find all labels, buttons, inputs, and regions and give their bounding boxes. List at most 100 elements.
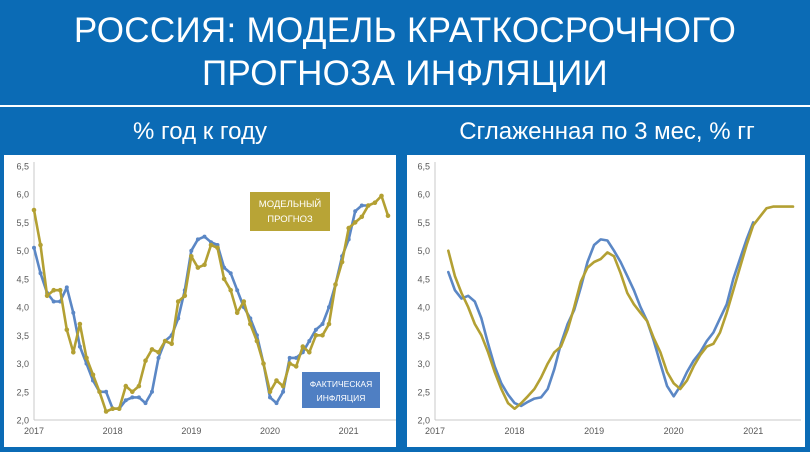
y-tick-label: 3,5 bbox=[16, 331, 29, 341]
y-tick-label: 6,0 bbox=[417, 190, 430, 200]
data-point-model bbox=[326, 321, 332, 327]
x-tick-label: 2018 bbox=[103, 426, 123, 436]
y-tick-label: 5,0 bbox=[417, 246, 430, 256]
data-point-model bbox=[169, 341, 174, 347]
data-point-actual bbox=[51, 299, 56, 304]
data-point-model bbox=[123, 383, 129, 389]
data-point-model bbox=[77, 321, 83, 327]
data-point-model bbox=[103, 409, 109, 414]
data-point-actual bbox=[327, 305, 331, 310]
y-tick-label: 2,0 bbox=[417, 416, 430, 426]
data-point-model bbox=[31, 207, 37, 213]
data-point-actual bbox=[287, 355, 292, 360]
y-tick-label: 3,5 bbox=[417, 331, 430, 341]
data-point-model bbox=[57, 287, 63, 293]
data-point-model bbox=[130, 389, 135, 395]
y-tick-label: 5,5 bbox=[417, 218, 430, 228]
data-point-model bbox=[366, 203, 371, 208]
data-point-model bbox=[38, 242, 43, 248]
data-point-actual bbox=[64, 285, 69, 290]
data-point-model bbox=[189, 254, 194, 259]
data-point-actual bbox=[281, 389, 286, 394]
data-point-actual bbox=[38, 271, 43, 276]
x-tick-label: 2019 bbox=[584, 426, 604, 436]
data-point-model bbox=[51, 287, 56, 293]
y-tick-label: 3,0 bbox=[16, 359, 29, 369]
data-point-model bbox=[359, 214, 365, 220]
data-point-model bbox=[64, 327, 70, 332]
chart-panel-smoothed: 2,0 2,5 3,0 3,5 4,0 4,5 5,0 5,5 6,0 6,5 2017 2018 20… bbox=[407, 155, 805, 447]
y-tick-label: 2,5 bbox=[16, 387, 29, 397]
data-point-model bbox=[195, 265, 201, 270]
series-line-actual bbox=[32, 204, 370, 410]
data-point-model bbox=[333, 282, 338, 287]
chart-smoothed-svg: 2,0 2,5 3,0 3,5 4,0 4,5 5,0 5,5 6,0 6,5 2017 2018 20… bbox=[417, 162, 801, 436]
x-tick-label: 2021 bbox=[743, 426, 763, 436]
data-point-model bbox=[307, 350, 312, 355]
right-chart-title: Сглаженная по 3 мес, % гг bbox=[459, 118, 755, 145]
page-title-line-1: РОССИЯ: МОДЕЛЬ КРАТКОСРОЧНОГО bbox=[73, 11, 737, 50]
data-point-model bbox=[352, 220, 358, 225]
data-point-actual bbox=[77, 344, 82, 349]
y-tick-label: 3,0 bbox=[417, 359, 430, 369]
data-point-model bbox=[202, 262, 207, 268]
title-banner: РОССИЯ: МОДЕЛЬ КРАТКОСРОЧНОГО ПРОГНОЗА И… bbox=[0, 0, 810, 104]
model-forecast-label-box bbox=[250, 192, 330, 231]
data-point-actual bbox=[136, 395, 141, 400]
data-point-model bbox=[248, 321, 253, 327]
data-point-model bbox=[346, 225, 352, 231]
actual-inflation-label-box bbox=[302, 372, 380, 408]
data-point-model bbox=[261, 361, 266, 366]
y-tick-label: 2,5 bbox=[417, 387, 430, 397]
y-tick-label: 4,5 bbox=[16, 274, 29, 284]
x-tick-label: 2017 bbox=[425, 426, 445, 436]
y-tick-label: 4,0 bbox=[16, 303, 29, 313]
data-point-actual bbox=[104, 389, 109, 394]
y-tick-label: 2,0 bbox=[16, 416, 29, 426]
data-point-model bbox=[84, 355, 89, 361]
data-point-model bbox=[215, 245, 220, 251]
data-point-model bbox=[241, 299, 247, 304]
model-forecast-label-text: МОДЕЛЬНЫЙ bbox=[259, 198, 322, 210]
data-point-actual bbox=[228, 271, 233, 276]
data-point-model bbox=[254, 338, 260, 344]
data-point-model bbox=[136, 383, 142, 389]
data-point-actual bbox=[71, 310, 76, 315]
x-tick-label: 2020 bbox=[664, 426, 684, 436]
data-point-model bbox=[143, 358, 148, 363]
x-tick-label: 2018 bbox=[505, 426, 525, 436]
actual-inflation-label-text: ИНФЛЯЦИЯ bbox=[317, 393, 366, 403]
y-tick-label: 5,0 bbox=[16, 246, 29, 256]
data-point-actual bbox=[123, 398, 128, 403]
data-point-actual bbox=[176, 316, 181, 321]
actual-inflation-label-text: ФАКТИЧЕСКАЯ bbox=[310, 379, 372, 389]
data-point-model bbox=[97, 389, 102, 395]
data-point-model bbox=[90, 372, 96, 378]
data-point-model bbox=[320, 333, 325, 338]
data-point-model bbox=[300, 344, 306, 349]
y-tick-label: 6,5 bbox=[16, 162, 29, 172]
left-chart-title: % год к году bbox=[133, 118, 267, 145]
data-point-model bbox=[162, 338, 168, 344]
data-point-actual bbox=[32, 245, 36, 250]
chart-yoy-svg: 2,0 2,5 3,0 3,5 4,0 4,5 5,0 5,5 6,0 6,5 2017 2018 20… bbox=[16, 162, 396, 436]
data-point-actual bbox=[156, 355, 161, 360]
data-point-model bbox=[149, 347, 155, 352]
data-point-actual bbox=[313, 327, 318, 332]
data-point-actual bbox=[202, 234, 207, 239]
data-point-actual bbox=[150, 389, 154, 394]
data-point-model bbox=[234, 310, 240, 316]
banner-divider bbox=[0, 105, 810, 107]
data-point-actual bbox=[189, 248, 194, 253]
data-point-model bbox=[385, 213, 391, 218]
data-point-model bbox=[339, 259, 345, 265]
data-point-model bbox=[110, 406, 115, 411]
data-point-model bbox=[313, 333, 319, 338]
data-point-model bbox=[267, 389, 273, 395]
y-tick-label: 6,0 bbox=[16, 190, 29, 200]
data-point-actual bbox=[268, 395, 272, 400]
x-tick-label: 2021 bbox=[339, 426, 359, 436]
data-point-model bbox=[44, 293, 50, 299]
y-tick-label: 6,5 bbox=[417, 162, 430, 172]
data-point-model bbox=[274, 378, 279, 383]
